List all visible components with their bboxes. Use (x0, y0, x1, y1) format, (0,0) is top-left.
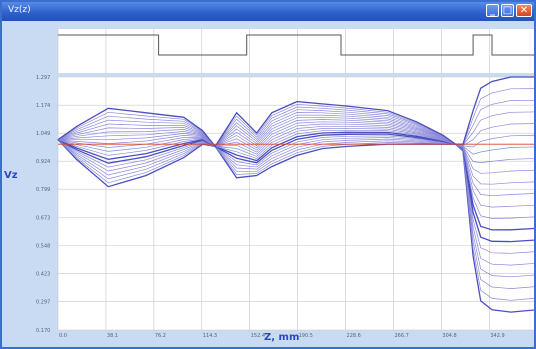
y-tick-7: 0.423 (36, 271, 50, 277)
y-tick-2: 1.049 (36, 131, 50, 137)
y-tick-8: 0.297 (36, 300, 50, 306)
curve-12 (58, 121, 534, 174)
x-axis-label: Z, mm (264, 332, 300, 343)
curve-9 (57, 127, 534, 208)
gate-line (58, 34, 534, 56)
curve-18 (57, 99, 534, 147)
x-tick-0: 0.0 (59, 333, 67, 339)
x-tick-3: 114.3 (203, 333, 217, 339)
x-tick-8: 304.8 (442, 333, 456, 339)
main-panel (58, 77, 534, 330)
gate-panel (58, 29, 534, 73)
x-tick-6: 228.6 (347, 333, 361, 339)
curve-3 (57, 138, 534, 278)
x-tick-labels: 0.0 38.1 76.2 114.3 152.4 190.5 228.6 266.7 304.… (59, 333, 505, 339)
curve-11 (57, 123, 534, 185)
x-tick-1: 38.1 (107, 333, 118, 339)
maximize-button[interactable]: □ (501, 4, 514, 17)
x-tick-2: 76.2 (155, 333, 166, 339)
close-button[interactable]: ✕ (516, 4, 532, 17)
y-tick-0: 1.297 (36, 75, 50, 81)
curve-1 (57, 139, 534, 301)
y-axis-label: Vz (4, 170, 18, 181)
x-tick-5: 190.5 (299, 333, 313, 339)
curve-19 (57, 88, 534, 147)
y-tick-9: 0.170 (36, 328, 50, 334)
y-tick-5: 0.673 (36, 215, 50, 221)
curve-5 (57, 135, 534, 254)
y-tick-6: 0.548 (36, 243, 50, 249)
plot-area: 1.297 1.174 1.049 0.924 0.799 0.673 0.548 0.423… (36, 29, 534, 339)
y-tick-1: 1.174 (36, 103, 50, 109)
curve-15 (57, 114, 534, 148)
x-tick-4: 152.4 (251, 333, 265, 339)
y-tick-4: 0.799 (36, 187, 50, 193)
gate-trace (58, 34, 534, 56)
curve-16 (57, 112, 534, 147)
curve-20 (57, 76, 534, 148)
curve-14 (57, 116, 534, 155)
window-title: Vz(z) (8, 5, 31, 15)
x-tick-7: 266.7 (394, 333, 408, 339)
curve-6 (57, 133, 534, 243)
curve-10 (57, 125, 534, 197)
minimize-button[interactable]: _ (486, 4, 499, 17)
y-tick-labels: 1.297 1.174 1.049 0.924 0.799 0.673 0.548 0.423… (36, 75, 50, 334)
title-bar[interactable]: Vz(z) _ □ ✕ (2, 2, 534, 21)
curve-7 (57, 131, 534, 231)
y-tick-3: 0.924 (36, 159, 50, 165)
curve-17 (57, 109, 534, 147)
grid (57, 29, 534, 331)
curve-13 (57, 119, 534, 163)
curve-4 (57, 137, 534, 266)
x-tick-9: 342.9 (490, 333, 504, 339)
curve-0 (57, 139, 534, 313)
